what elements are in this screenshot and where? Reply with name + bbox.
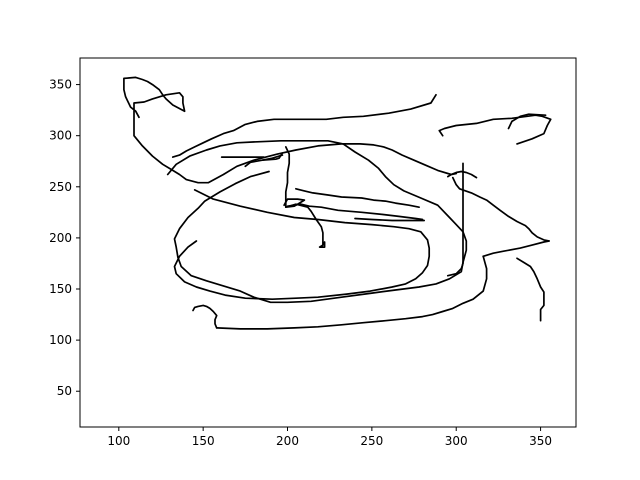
- x-tick-label: 300: [445, 434, 468, 448]
- y-tick-label: 300: [49, 129, 72, 143]
- y-tick-label: 100: [49, 333, 72, 347]
- x-tick-label: 350: [529, 434, 552, 448]
- y-tick-label: 150: [49, 282, 72, 296]
- y-tick-label: 50: [57, 384, 72, 398]
- y-tick-label: 350: [49, 78, 72, 92]
- y-tick-label: 250: [49, 180, 72, 194]
- y-tick-label: 200: [49, 231, 72, 245]
- x-tick-label: 200: [276, 434, 299, 448]
- x-tick-label: 250: [360, 434, 383, 448]
- x-tick-label: 150: [192, 434, 215, 448]
- x-tick-label: 100: [107, 434, 130, 448]
